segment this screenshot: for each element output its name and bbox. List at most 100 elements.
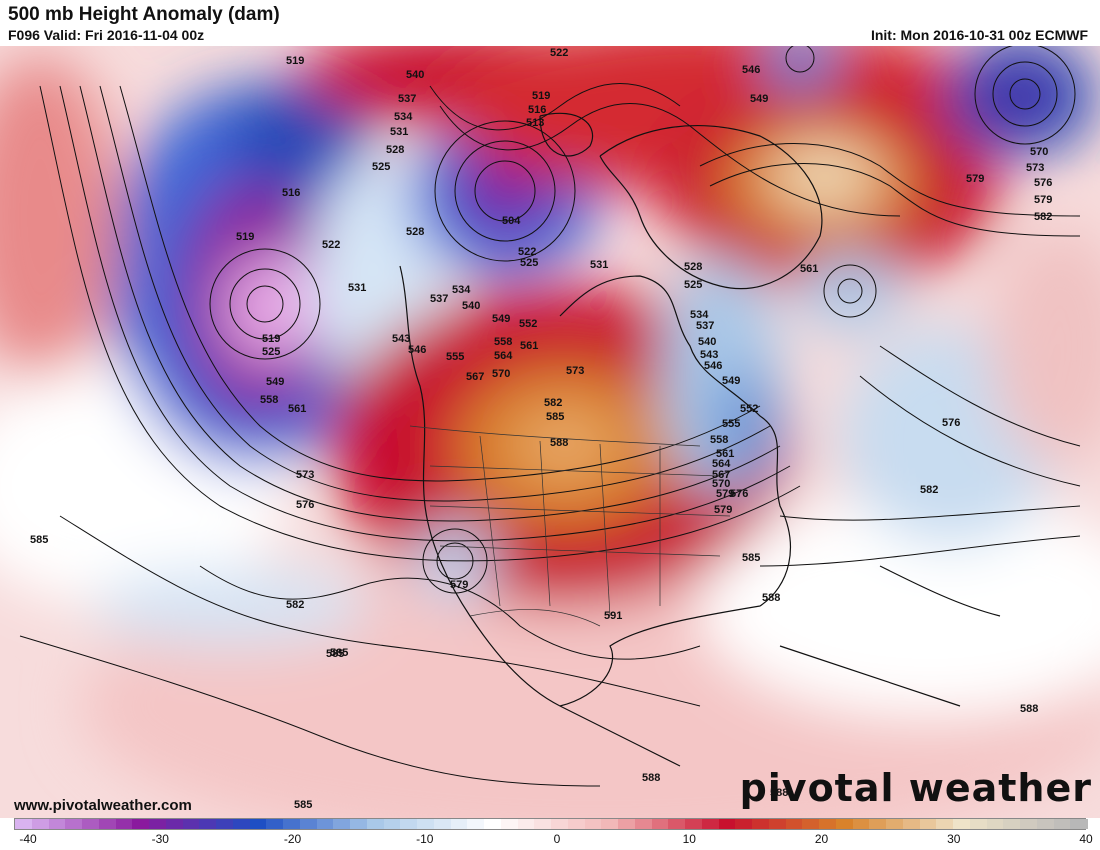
contour-label: 504 bbox=[502, 215, 521, 227]
colorbar-segment bbox=[98, 819, 116, 829]
contour-label: 573 bbox=[566, 365, 584, 377]
colorbar-segment bbox=[567, 819, 585, 829]
colorbar-segment bbox=[902, 819, 920, 829]
contour-label: 558 bbox=[260, 394, 278, 406]
contour-label: 585 bbox=[30, 534, 48, 546]
contour-labels: 519 540 537 534 531 528 525 522 519 516 … bbox=[30, 47, 1052, 811]
colorbar-segment bbox=[835, 819, 853, 829]
contour-label: 555 bbox=[722, 418, 740, 430]
contour-label: 564 bbox=[494, 350, 513, 362]
colorbar-tick-label: -40 bbox=[19, 832, 37, 846]
contour-label: 516 bbox=[282, 187, 300, 199]
contour-label: 519 bbox=[532, 90, 550, 102]
colorbar-tick-label: -20 bbox=[283, 832, 302, 846]
colorbar-segment bbox=[1020, 819, 1038, 829]
contour-label: 582 bbox=[920, 484, 938, 496]
contour-label: 570 bbox=[492, 368, 510, 380]
colorbar-segment bbox=[517, 819, 535, 829]
colorbar-segment bbox=[500, 819, 518, 829]
political-borders bbox=[409, 425, 731, 627]
colorbar-segment bbox=[651, 819, 669, 829]
contour-label: 558 bbox=[710, 434, 728, 446]
colorbar-segment bbox=[283, 819, 301, 829]
colorbar-segment bbox=[350, 819, 368, 829]
colorbar-tick-label: 10 bbox=[682, 832, 696, 846]
colorbar-segment bbox=[132, 819, 150, 829]
contour-label: 516 bbox=[528, 104, 546, 116]
contour-label: 522 bbox=[550, 47, 568, 59]
contour-label: 525 bbox=[520, 257, 538, 269]
map-panel: 519 540 537 534 531 528 525 522 519 516 … bbox=[0, 46, 1100, 818]
contour-label: 579 bbox=[450, 579, 468, 591]
colorbar-segment bbox=[115, 819, 133, 829]
colorbar-segment bbox=[936, 819, 954, 829]
contour-label: 531 bbox=[590, 259, 608, 271]
contour-label: 528 bbox=[684, 261, 702, 273]
contour-label: 576 bbox=[730, 488, 748, 500]
contour-label: 546 bbox=[742, 64, 760, 76]
colorbar-segment bbox=[785, 819, 803, 829]
colorbar-segment bbox=[886, 819, 904, 829]
contour-label: 549 bbox=[750, 93, 768, 105]
contour-label: 540 bbox=[462, 300, 480, 312]
contour-label: 579 bbox=[714, 504, 732, 516]
anomaly-colorbar bbox=[14, 818, 1088, 830]
contour-label: 588 bbox=[1020, 703, 1038, 715]
colorbar-segment bbox=[333, 819, 351, 829]
colorbar-segment bbox=[484, 819, 502, 829]
contour-label: 522 bbox=[518, 246, 536, 258]
coastlines bbox=[399, 112, 1001, 767]
colorbar-segment bbox=[701, 819, 719, 829]
colorbar-segment bbox=[969, 819, 987, 829]
colorbar-segment bbox=[852, 819, 870, 829]
contour-label: 525 bbox=[684, 279, 702, 291]
colorbar-segment bbox=[31, 819, 49, 829]
colorbar-segment bbox=[685, 819, 703, 829]
contour-label: 588 bbox=[770, 787, 788, 799]
contour-label: 585 bbox=[294, 799, 312, 811]
map-title: 500 mb Height Anomaly (dam) bbox=[8, 4, 280, 25]
contour-label: 591 bbox=[604, 610, 622, 622]
contour-label: 561 bbox=[520, 340, 538, 352]
height-contours bbox=[19, 46, 1081, 787]
colorbar-segment bbox=[417, 819, 435, 829]
contour-label: 576 bbox=[942, 417, 960, 429]
contour-label: 576 bbox=[296, 499, 314, 511]
colorbar-segment bbox=[165, 819, 183, 829]
colorbar-segment bbox=[718, 819, 736, 829]
colorbar-segment bbox=[752, 819, 770, 829]
contour-label: 579 bbox=[716, 488, 734, 500]
colorbar-segment bbox=[819, 819, 837, 829]
contour-label: 576 bbox=[1034, 177, 1052, 189]
website-url: www.pivotalweather.com bbox=[14, 797, 192, 814]
colorbar-segment bbox=[668, 819, 686, 829]
contour-label: 579 bbox=[966, 173, 984, 185]
contour-label: 540 bbox=[406, 69, 424, 81]
colorbar-segment bbox=[366, 819, 384, 829]
contour-label: 582 bbox=[544, 397, 562, 409]
colorbar-segment bbox=[1053, 819, 1071, 829]
contour-label: 585 bbox=[742, 552, 760, 564]
colorbar-tick-label: 40 bbox=[1079, 832, 1093, 846]
colorbar-segment bbox=[266, 819, 284, 829]
contour-label: 570 bbox=[712, 478, 730, 490]
contour-label: 546 bbox=[704, 360, 722, 372]
contour-label: 525 bbox=[372, 161, 390, 173]
contour-label: 537 bbox=[696, 320, 714, 332]
colorbar-segment bbox=[149, 819, 167, 829]
colorbar-segment bbox=[584, 819, 602, 829]
contour-label: 519 bbox=[262, 333, 280, 345]
colorbar-segment bbox=[199, 819, 217, 829]
colorbar-segment bbox=[82, 819, 100, 829]
colorbar-tick-label: -10 bbox=[416, 832, 434, 846]
contour-label: 537 bbox=[398, 93, 416, 105]
colorbar-segment bbox=[802, 819, 820, 829]
colorbar-segment bbox=[1036, 819, 1054, 829]
contour-label: 534 bbox=[690, 309, 709, 321]
contour-label: 573 bbox=[1026, 162, 1044, 174]
contour-label: 528 bbox=[386, 144, 404, 156]
contour-label: 567 bbox=[466, 371, 484, 383]
colorbar-segment bbox=[919, 819, 937, 829]
colorbar-tick-label: 30 bbox=[947, 832, 961, 846]
colorbar-tick-label: 20 bbox=[814, 832, 829, 846]
